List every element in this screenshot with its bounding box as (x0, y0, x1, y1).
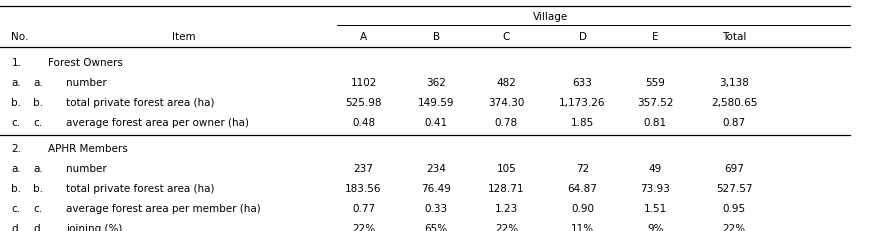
Text: No.: No. (11, 32, 29, 42)
Text: d.: d. (11, 223, 21, 231)
Text: 0.87: 0.87 (723, 118, 745, 128)
Text: 0.90: 0.90 (571, 204, 594, 213)
Text: number: number (66, 164, 107, 173)
Text: 559: 559 (646, 78, 665, 88)
Text: 2,580.65: 2,580.65 (711, 97, 757, 107)
Text: a.: a. (33, 164, 43, 173)
Text: c.: c. (11, 118, 20, 128)
Text: 0.95: 0.95 (723, 204, 745, 213)
Text: 9%: 9% (647, 223, 663, 231)
Text: number: number (66, 78, 107, 88)
Text: 128.71: 128.71 (488, 183, 525, 193)
Text: 0.48: 0.48 (352, 118, 375, 128)
Text: c.: c. (11, 204, 20, 213)
Text: Total: Total (722, 32, 746, 42)
Text: 149.59: 149.59 (418, 97, 455, 107)
Text: 2.: 2. (11, 143, 21, 153)
Text: Village: Village (533, 12, 568, 21)
Text: 1.51: 1.51 (644, 204, 667, 213)
Text: total private forest area (ha): total private forest area (ha) (66, 183, 215, 193)
Text: b.: b. (11, 183, 21, 193)
Text: c.: c. (33, 118, 42, 128)
Text: 1102: 1102 (350, 78, 377, 88)
Text: 22%: 22% (723, 223, 745, 231)
Text: Item: Item (173, 32, 195, 42)
Text: joining (%): joining (%) (66, 223, 122, 231)
Text: a.: a. (33, 78, 43, 88)
Text: 64.87: 64.87 (568, 183, 597, 193)
Text: 3,138: 3,138 (719, 78, 749, 88)
Text: 22%: 22% (495, 223, 518, 231)
Text: b.: b. (33, 97, 43, 107)
Text: 49: 49 (648, 164, 662, 173)
Text: d.: d. (33, 223, 43, 231)
Text: 237: 237 (354, 164, 373, 173)
Text: 72: 72 (576, 164, 590, 173)
Text: 73.93: 73.93 (640, 183, 670, 193)
Text: 183.56: 183.56 (345, 183, 382, 193)
Text: 22%: 22% (352, 223, 375, 231)
Text: average forest area per member (ha): average forest area per member (ha) (66, 204, 260, 213)
Text: 76.49: 76.49 (421, 183, 451, 193)
Text: E: E (652, 32, 659, 42)
Text: 527.57: 527.57 (716, 183, 752, 193)
Text: 1.85: 1.85 (571, 118, 594, 128)
Text: 357.52: 357.52 (637, 97, 674, 107)
Text: 633: 633 (573, 78, 592, 88)
Text: 1,173.26: 1,173.26 (559, 97, 606, 107)
Text: 1.: 1. (11, 58, 21, 67)
Text: 362: 362 (427, 78, 446, 88)
Text: D: D (578, 32, 587, 42)
Text: a.: a. (11, 164, 21, 173)
Text: 11%: 11% (571, 223, 594, 231)
Text: b.: b. (33, 183, 43, 193)
Text: 105: 105 (497, 164, 516, 173)
Text: 374.30: 374.30 (488, 97, 525, 107)
Text: A: A (360, 32, 367, 42)
Text: 0.77: 0.77 (352, 204, 375, 213)
Text: average forest area per owner (ha): average forest area per owner (ha) (66, 118, 249, 128)
Text: Forest Owners: Forest Owners (48, 58, 123, 67)
Text: 525.98: 525.98 (345, 97, 382, 107)
Text: c.: c. (33, 204, 42, 213)
Text: APHR Members: APHR Members (48, 143, 128, 153)
Text: 0.41: 0.41 (425, 118, 448, 128)
Text: B: B (433, 32, 440, 42)
Text: 1.23: 1.23 (495, 204, 518, 213)
Text: a.: a. (11, 78, 21, 88)
Text: 0.78: 0.78 (495, 118, 518, 128)
Text: 482: 482 (497, 78, 516, 88)
Text: C: C (503, 32, 510, 42)
Text: b.: b. (11, 97, 21, 107)
Text: 65%: 65% (425, 223, 448, 231)
Text: 697: 697 (724, 164, 744, 173)
Text: total private forest area (ha): total private forest area (ha) (66, 97, 215, 107)
Text: 234: 234 (427, 164, 446, 173)
Text: 0.33: 0.33 (425, 204, 448, 213)
Text: 0.81: 0.81 (644, 118, 667, 128)
